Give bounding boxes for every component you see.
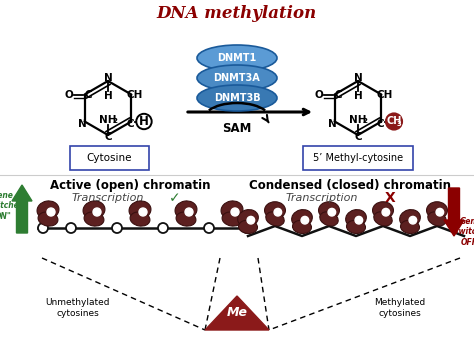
Ellipse shape bbox=[346, 220, 365, 234]
Circle shape bbox=[385, 113, 403, 131]
Text: Cytosine: Cytosine bbox=[86, 153, 132, 163]
Text: N: N bbox=[78, 119, 87, 129]
Ellipse shape bbox=[401, 220, 419, 234]
Text: C: C bbox=[334, 89, 342, 100]
Text: DNMT3A: DNMT3A bbox=[214, 73, 260, 83]
Text: CH: CH bbox=[127, 89, 143, 100]
Ellipse shape bbox=[38, 212, 58, 226]
Text: O: O bbox=[64, 89, 73, 100]
Ellipse shape bbox=[129, 201, 151, 219]
Text: Unmethylated
cytosines: Unmethylated cytosines bbox=[46, 298, 110, 318]
Text: NH: NH bbox=[99, 115, 117, 124]
Text: Active (open) chromatin: Active (open) chromatin bbox=[50, 178, 210, 192]
Text: CH: CH bbox=[377, 89, 393, 100]
Text: Gene
"Switched
ON": Gene "Switched ON" bbox=[0, 191, 25, 221]
Text: Me: Me bbox=[227, 306, 247, 318]
Text: Methylated
cytosines: Methylated cytosines bbox=[374, 298, 426, 318]
Ellipse shape bbox=[292, 220, 311, 234]
Text: Transcription: Transcription bbox=[286, 193, 358, 203]
Circle shape bbox=[436, 208, 444, 216]
FancyBboxPatch shape bbox=[70, 146, 149, 170]
Text: C: C bbox=[104, 132, 112, 142]
Text: DNMT3B: DNMT3B bbox=[214, 93, 260, 103]
Text: DNA methylation: DNA methylation bbox=[157, 4, 317, 21]
Ellipse shape bbox=[427, 202, 447, 219]
Text: H: H bbox=[104, 91, 112, 101]
Text: H: H bbox=[139, 115, 149, 128]
Ellipse shape bbox=[197, 65, 277, 91]
Ellipse shape bbox=[264, 202, 285, 219]
Ellipse shape bbox=[292, 210, 312, 227]
FancyArrow shape bbox=[444, 188, 464, 236]
Ellipse shape bbox=[176, 212, 196, 226]
Text: X: X bbox=[384, 191, 395, 205]
Text: Gene
"Switched
OFF": Gene "Switched OFF" bbox=[449, 217, 474, 247]
Ellipse shape bbox=[320, 212, 338, 226]
Text: C: C bbox=[126, 119, 134, 129]
Ellipse shape bbox=[221, 201, 243, 219]
Text: NH: NH bbox=[349, 115, 367, 124]
Ellipse shape bbox=[319, 202, 339, 219]
Ellipse shape bbox=[238, 220, 257, 234]
Circle shape bbox=[382, 208, 390, 216]
Ellipse shape bbox=[37, 201, 59, 219]
Circle shape bbox=[355, 217, 363, 224]
Text: Condensed (closed) chromatin: Condensed (closed) chromatin bbox=[249, 178, 451, 192]
Ellipse shape bbox=[175, 201, 197, 219]
Text: ✓: ✓ bbox=[169, 191, 181, 205]
Text: 5’ Methyl-cytosine: 5’ Methyl-cytosine bbox=[313, 153, 403, 163]
Ellipse shape bbox=[197, 45, 277, 71]
Circle shape bbox=[247, 217, 255, 224]
Text: DNMT1: DNMT1 bbox=[218, 53, 256, 63]
Ellipse shape bbox=[266, 212, 284, 226]
Circle shape bbox=[93, 208, 101, 216]
Text: N: N bbox=[354, 73, 363, 83]
Text: CH: CH bbox=[386, 116, 401, 126]
Circle shape bbox=[38, 223, 48, 233]
Ellipse shape bbox=[84, 212, 104, 226]
Ellipse shape bbox=[222, 212, 242, 226]
Ellipse shape bbox=[373, 202, 393, 219]
Text: O: O bbox=[314, 89, 323, 100]
Circle shape bbox=[66, 223, 76, 233]
Circle shape bbox=[112, 223, 122, 233]
Text: N: N bbox=[104, 73, 112, 83]
Circle shape bbox=[274, 208, 282, 216]
Circle shape bbox=[158, 223, 168, 233]
Circle shape bbox=[137, 114, 152, 129]
Text: C: C bbox=[84, 89, 92, 100]
Circle shape bbox=[409, 217, 417, 224]
Circle shape bbox=[231, 208, 239, 216]
Ellipse shape bbox=[197, 85, 277, 111]
Ellipse shape bbox=[428, 212, 446, 226]
Text: C: C bbox=[354, 132, 362, 142]
Text: Transcription: Transcription bbox=[72, 193, 144, 203]
Circle shape bbox=[139, 208, 147, 216]
Ellipse shape bbox=[400, 210, 420, 227]
Ellipse shape bbox=[237, 210, 258, 227]
FancyArrow shape bbox=[12, 185, 32, 233]
Polygon shape bbox=[205, 296, 269, 330]
Text: H: H bbox=[354, 91, 363, 101]
Circle shape bbox=[204, 223, 214, 233]
Ellipse shape bbox=[346, 210, 366, 227]
Circle shape bbox=[242, 223, 252, 233]
Ellipse shape bbox=[130, 212, 150, 226]
FancyBboxPatch shape bbox=[303, 146, 413, 170]
Circle shape bbox=[47, 208, 55, 216]
Ellipse shape bbox=[374, 212, 392, 226]
Text: 2: 2 bbox=[112, 118, 118, 124]
Circle shape bbox=[301, 217, 309, 224]
Text: N: N bbox=[328, 119, 337, 129]
Circle shape bbox=[328, 208, 336, 216]
Text: SAM: SAM bbox=[222, 121, 252, 134]
Ellipse shape bbox=[83, 201, 105, 219]
Circle shape bbox=[185, 208, 193, 216]
Text: C: C bbox=[376, 119, 384, 129]
Text: 3: 3 bbox=[397, 120, 401, 127]
Text: 2: 2 bbox=[363, 118, 367, 124]
